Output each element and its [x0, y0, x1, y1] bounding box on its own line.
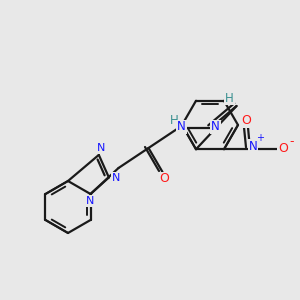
Text: O: O — [278, 142, 288, 155]
Text: N: N — [86, 196, 94, 206]
Text: H: H — [225, 92, 234, 104]
Text: -: - — [290, 135, 294, 148]
Text: O: O — [241, 114, 251, 127]
Text: N: N — [211, 121, 220, 134]
Text: N: N — [112, 173, 120, 183]
Text: N: N — [177, 121, 186, 134]
Text: N: N — [97, 143, 105, 153]
Text: H: H — [170, 113, 179, 127]
Text: O: O — [160, 172, 170, 185]
Text: +: + — [256, 133, 264, 143]
Text: N: N — [249, 140, 257, 153]
